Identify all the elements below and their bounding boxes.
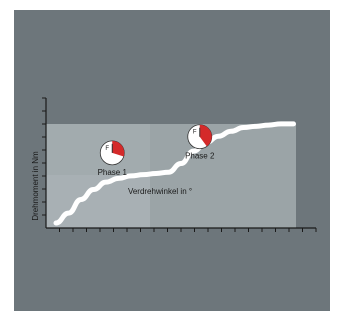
- y-axis-ticks: [42, 97, 46, 216]
- phase-2-gauge: F Phase 2: [185, 124, 215, 161]
- y-axis-label: Drehmoment in Nm: [31, 151, 40, 221]
- plot-zones: [46, 124, 296, 228]
- gauge-wedge: [112, 140, 125, 157]
- x-axis-label: Verdrehwinkel in °: [128, 187, 192, 196]
- phase-1-band: [46, 124, 150, 175]
- x-axis-ticks: [59, 228, 317, 232]
- phase-2-label: Phase 2: [185, 152, 215, 161]
- axes: [42, 97, 317, 232]
- gauge-tick-label: F: [193, 130, 197, 136]
- phase-1-label: Phase 1: [98, 168, 128, 177]
- phase-2-band: [150, 124, 296, 228]
- gauge-tick-label: F: [105, 146, 109, 152]
- gauge-wedge: [199, 124, 212, 147]
- phase-gauges: F Phase 1 F Phase 2: [98, 124, 215, 177]
- phase-1-gauge: F Phase 1: [98, 140, 128, 177]
- torque-curve: [53, 121, 296, 226]
